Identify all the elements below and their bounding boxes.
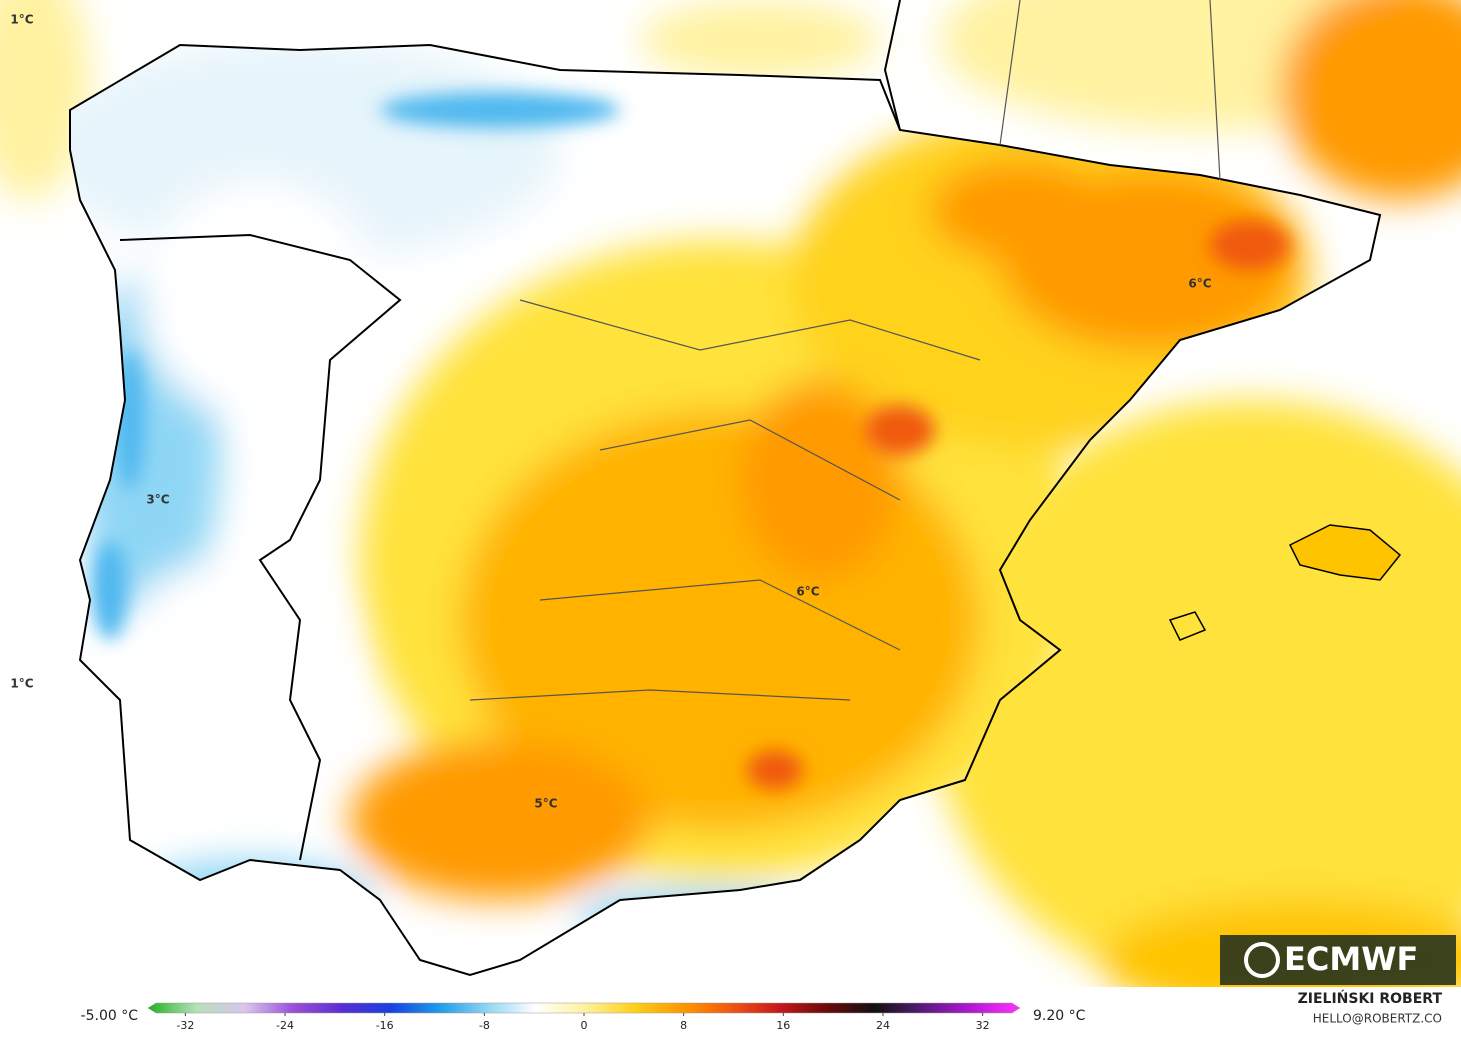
colorbar-tick-label: 24 [876,1019,890,1032]
colorbar-min: -5.00 °C [81,1008,139,1024]
colorbar [147,1002,1021,1014]
colorbar-max: 9.20 °C [1033,1008,1086,1024]
contact: HELLO@ROBERTZ.CO [1313,1012,1442,1026]
logo-mark [1244,942,1280,978]
contour-label: 1°C [10,677,33,691]
contour-label: 3°C [146,493,169,507]
author: ZIELIŃSKI ROBERT [1298,989,1443,1007]
colorbar-tick-label: 0 [581,1019,588,1032]
contour-label: 1°C [10,13,33,27]
colorbar-tick-label: -8 [479,1019,490,1032]
contour-label: 6°C [796,585,819,599]
colorbar-tick-label: -32 [176,1019,194,1032]
colorbar-tick-label: -24 [276,1019,294,1032]
contour-label: 5°C [534,797,557,811]
colorbar-tick-label: 16 [776,1019,790,1032]
colorbar-tick-label: 8 [680,1019,687,1032]
logo-text: ECMWF [1284,940,1418,978]
colorbar-tick-label: 32 [976,1019,990,1032]
contour-label: 6°C [1188,277,1211,291]
colorbar-tick-label: -16 [376,1019,394,1032]
